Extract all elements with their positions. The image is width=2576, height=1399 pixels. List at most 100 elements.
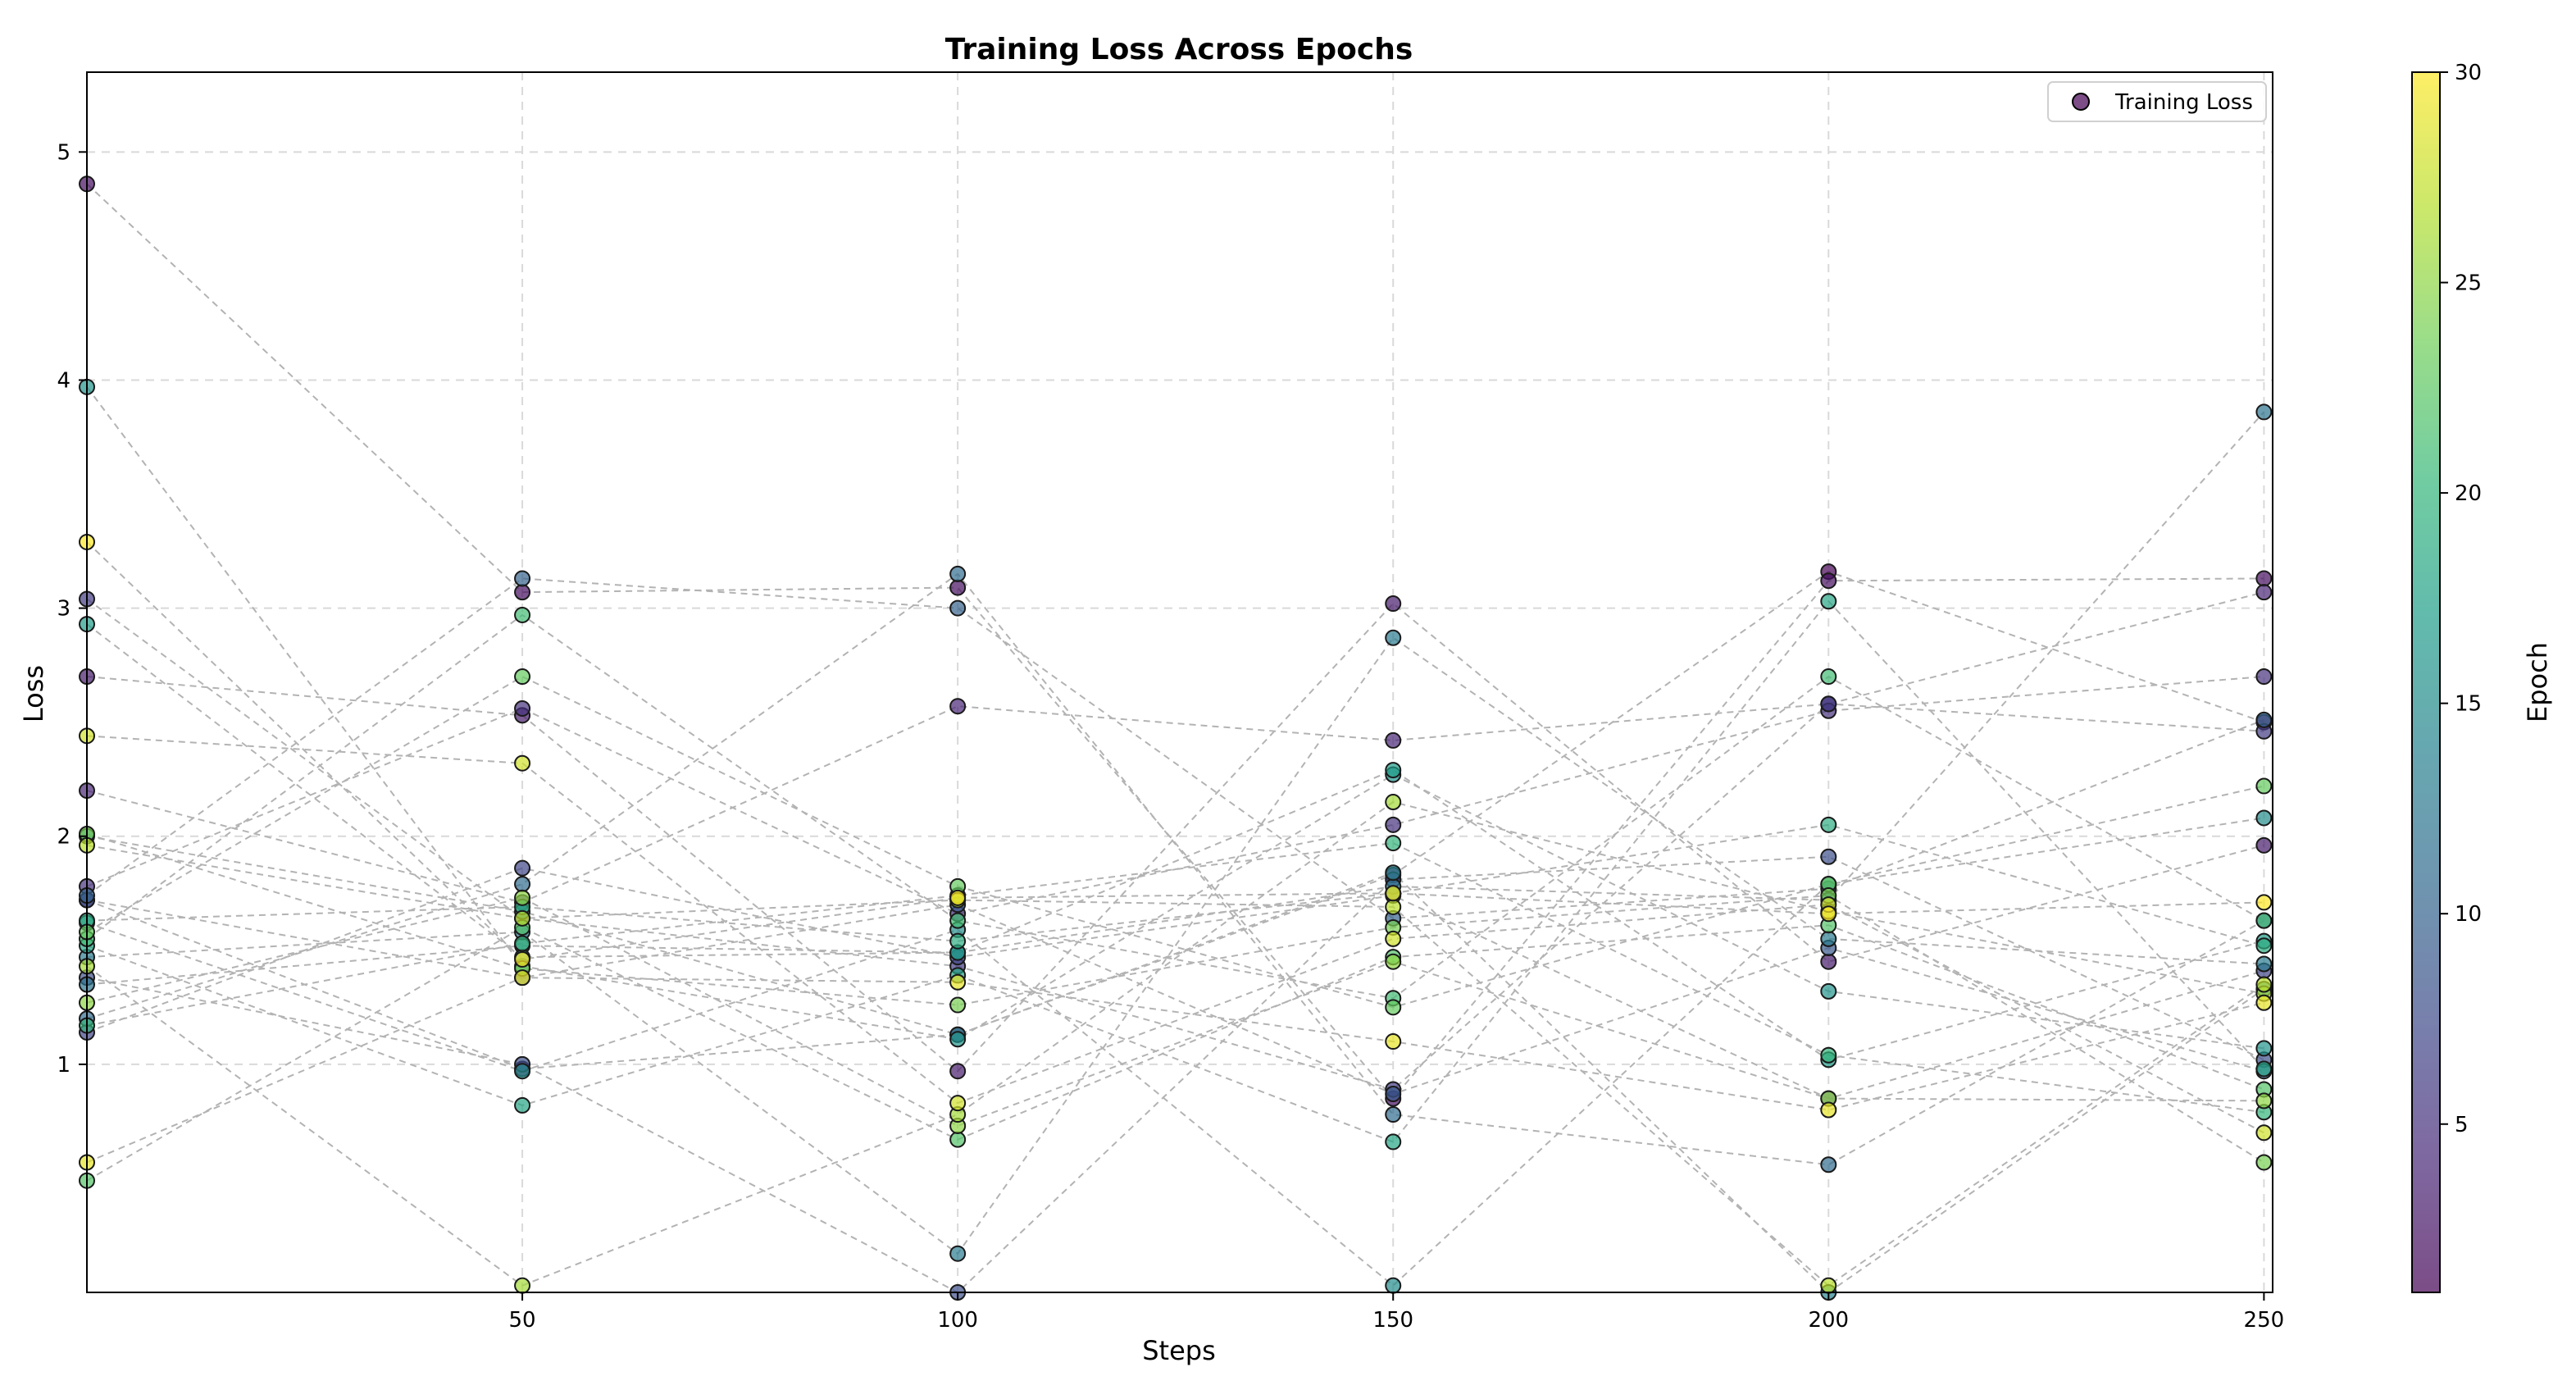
data-point [2255,976,2273,993]
series-connector-line [86,613,2264,1000]
x-tick-label: 150 [1372,1308,1413,1333]
y-tick-label: 1 [57,1053,71,1078]
data-point [1385,898,1402,915]
data-point [514,935,531,952]
series-connector-line [86,817,2264,1287]
data-point [2255,994,2273,1011]
data-point [1385,816,1402,833]
y-tick-label: 3 [57,597,71,622]
grid-layer [87,72,2273,1292]
data-point [1820,848,1837,865]
data-point [514,1096,531,1114]
data-point [1385,629,1402,646]
x-tick-label: 50 [509,1308,536,1333]
data-point [2255,955,2273,973]
data-point [949,996,967,1014]
colorbar-label: Epoch [2522,642,2553,722]
data-point [1385,930,1402,947]
data-point [2255,777,2273,795]
x-tick-label: 250 [2244,1308,2285,1333]
series-connector-line [86,823,2264,947]
legend-marker [2072,93,2090,111]
data-point [1820,905,1837,923]
y-axis-label: Loss [18,665,49,722]
data-point [949,698,967,715]
series-connector-line [86,411,2265,986]
legend: Training Loss [2047,81,2267,122]
colorbar-ticks: 5 10 15 20 25 30 [2440,61,2482,1137]
colorbar-tick-label: 25 [2455,271,2482,296]
data-point [949,1245,967,1262]
data-point [2255,937,2273,955]
colorbar-tick-label: 10 [2455,902,2482,927]
plot-frame [86,71,2273,1293]
point-layer [79,175,2273,1301]
x-tick-label: 100 [937,1308,978,1333]
data-point [1385,731,1402,749]
data-point [1385,1277,1402,1294]
data-point [1385,762,1402,779]
data-point [1385,885,1402,902]
data-point [2255,894,2273,911]
data-point [1820,816,1837,833]
data-point [2255,668,2273,686]
data-point [2255,584,2273,601]
data-point [2255,836,2273,854]
series-connector-line [86,636,2264,1255]
data-point [2255,711,2273,728]
data-point [949,579,967,596]
series-connector-line [86,598,2264,1091]
x-axis-label: Steps [1142,1335,1216,1366]
data-point [1820,572,1837,590]
data-point [2255,1060,2273,1078]
series-connector-line [86,599,2265,1143]
data-point [514,606,531,623]
data-point [949,565,967,582]
data-point [2255,1092,2273,1110]
connector-layer [86,183,2265,1294]
data-point [1385,1133,1402,1151]
colorbar-tick-label: 15 [2455,692,2482,717]
data-point [514,584,531,601]
series-connector-line [86,867,2264,1100]
data-point [949,932,967,950]
colorbar-tick-label: 5 [2455,1113,2469,1137]
colorbar-tick-label: 20 [2455,481,2482,506]
data-point [1820,1277,1837,1294]
x-axis-ticks: 50 100 150 200 250 [509,1292,2285,1333]
data-point [514,570,531,587]
data-point [1820,930,1837,947]
series-connector-line [86,570,2264,1070]
series-connector-line [86,676,2264,915]
series-connector-line [86,623,2264,1061]
data-point [514,1277,531,1294]
series-connector-line [86,800,2264,1287]
series-connector-line [86,577,2264,919]
data-point [1820,1156,1837,1173]
data-point [2255,570,2273,587]
colorbar-gradient [2411,71,2441,1293]
data-point [1820,1101,1837,1119]
data-point [2255,809,2273,827]
series-connector-line [86,602,2264,1073]
legend-label: Training Loss [2114,90,2253,115]
series-connector-line [86,977,2264,1164]
data-point [1820,593,1837,610]
data-point [1385,953,1402,970]
data-point [949,1063,967,1080]
series-connector-line [86,896,2264,1128]
series-connector-line [86,844,2264,1287]
data-point [2255,1154,2273,1171]
data-point [514,889,531,906]
data-point [514,668,531,686]
data-point [2255,403,2273,421]
data-point [949,912,967,929]
data-point [949,889,967,906]
chart-title: Training Loss Across Epochs [945,33,1413,66]
series-connector-line [86,675,2264,1009]
data-point [1385,1106,1402,1123]
data-point [514,969,531,987]
data-point [2255,1124,2273,1142]
